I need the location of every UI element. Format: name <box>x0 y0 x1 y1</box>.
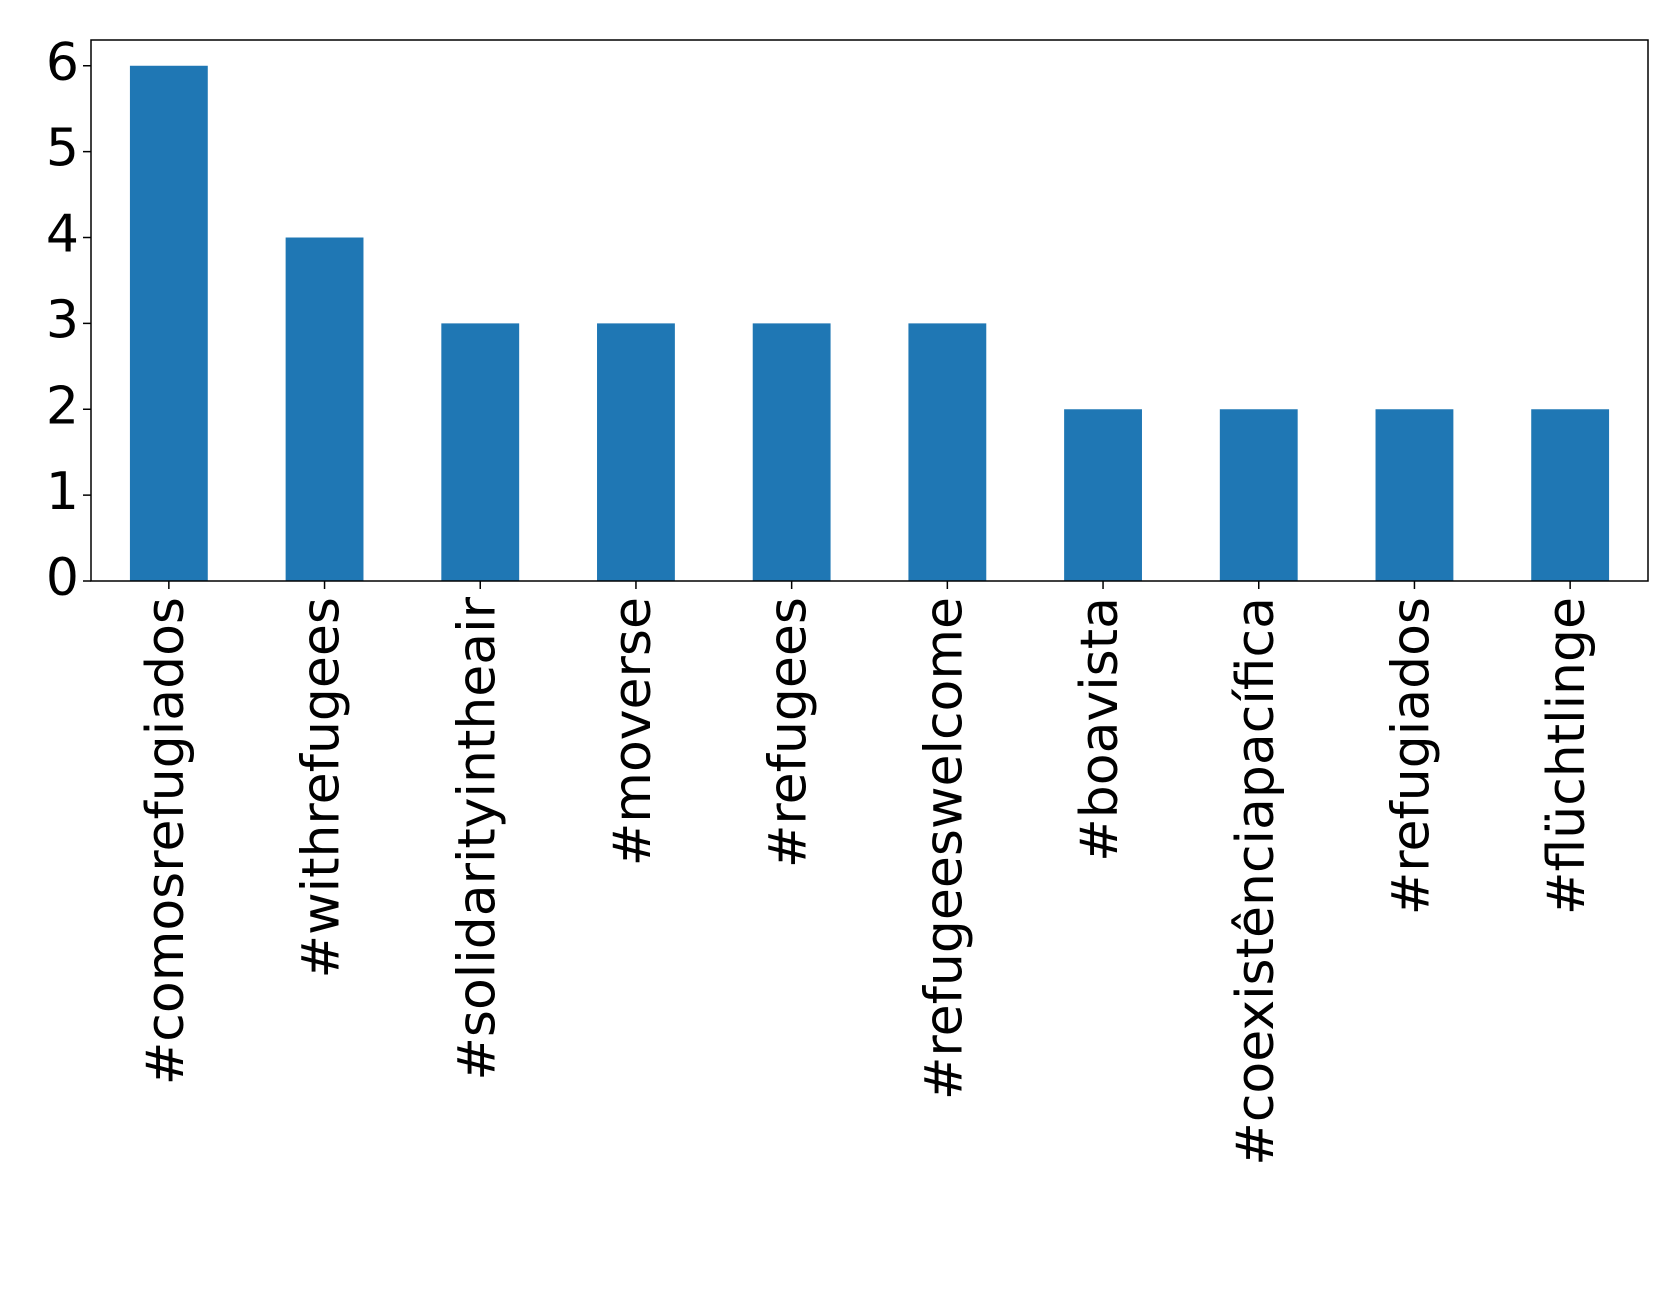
x-tick-label: #comosrefugiados <box>136 597 196 1085</box>
bar <box>129 65 208 581</box>
y-tick-label: 4 <box>46 205 79 265</box>
bar <box>1219 409 1298 581</box>
y-tick-label: 0 <box>46 548 79 608</box>
x-tick-label: #refugeeswelcome <box>914 597 974 1100</box>
y-tick-label: 1 <box>46 462 79 522</box>
bar <box>285 237 364 581</box>
bar <box>1375 409 1454 581</box>
x-tick-label: #withrefugees <box>292 597 352 978</box>
y-tick-label: 6 <box>46 33 79 93</box>
x-tick-label: #solidarityintheair <box>447 596 507 1080</box>
bar <box>908 323 987 581</box>
bar <box>752 323 831 581</box>
x-tick-label: #coexistênciapacífica <box>1226 597 1286 1166</box>
bar <box>597 323 675 581</box>
bar <box>1064 409 1142 581</box>
x-tick-label: #boavista <box>1070 597 1130 862</box>
y-tick-label: 2 <box>46 376 79 436</box>
y-tick-label: 3 <box>46 290 79 350</box>
x-tick-label: #refugiados <box>1381 597 1441 915</box>
bar <box>441 323 520 581</box>
x-tick-label: #refugees <box>759 597 819 868</box>
x-tick-label: #flüchtlinge <box>1537 597 1597 915</box>
x-tick-label: #moverse <box>603 597 663 866</box>
plot-frame <box>90 39 1649 582</box>
y-tick-label: 5 <box>46 119 79 179</box>
bar <box>1531 409 1610 581</box>
